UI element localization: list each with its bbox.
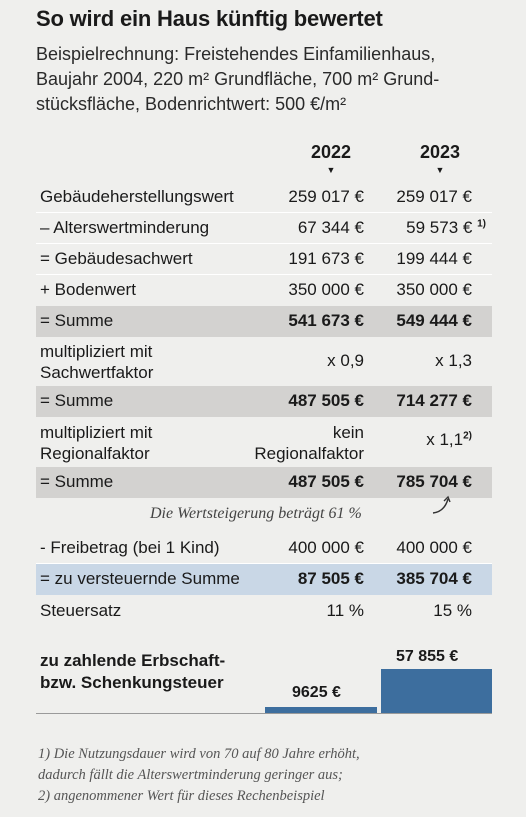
value-2022: x 0,9 (327, 351, 364, 370)
year-label: 2022 (310, 142, 352, 162)
row-label: multipliziert mit Regionalfaktor (40, 422, 152, 464)
table-row: Steuersatz 11 % 15 % (36, 596, 492, 627)
row-label: - Freibetrag (bei 1 Kind) (40, 538, 220, 557)
value-2022: 487 505 € (288, 391, 364, 410)
arrow-down-icon: ▼ (435, 165, 445, 175)
value-2023: 400 000 € (396, 538, 472, 557)
row-label-line: Sachwertfaktor (40, 363, 154, 382)
row-label: multipliziert mit Sachwertfaktor (40, 341, 153, 383)
year-header-2022: 2022 ▼ (291, 142, 371, 175)
subtitle-line: Beispielrechnung: Freistehendes Einfamil… (36, 44, 436, 64)
value-2023: 785 704 € (396, 472, 472, 491)
increase-note-text: Die Wertsteigerung beträgt 61 % (150, 505, 362, 522)
tax-bar-2023 (381, 669, 492, 713)
value-2022: 541 673 € (288, 311, 364, 330)
footnotes: 1) Die Nutzungsdauer wird von 70 auf 80 … (38, 744, 508, 807)
table-row: multipliziert mit Sachwertfaktor x 0,9 x… (36, 338, 492, 386)
value-2022: 191 673 € (288, 249, 364, 268)
table-row-sum: = Summe 487 505 € 714 277 € (36, 386, 492, 417)
value-2023: 714 277 € (396, 391, 472, 410)
year-header-2023: 2023 ▼ (400, 142, 480, 175)
value-2023: 59 573 € 1) (406, 218, 486, 238)
value-2022: 487 505 € (288, 472, 364, 491)
value-2022: 400 000 € (288, 538, 364, 557)
row-label-line: Regionalfaktor (40, 444, 150, 463)
value-2023: 350 000 € (396, 280, 472, 299)
tax-value-2022: 9625 € (292, 684, 341, 701)
value-2022: 67 344 € (297, 218, 364, 237)
footnote-line: dadurch fällt die Alterswertminderung ge… (38, 767, 343, 783)
value-2023: 385 704 € (396, 569, 472, 588)
footnote-marker: 2) (463, 430, 472, 442)
value-2023: 549 444 € (396, 311, 472, 330)
value-line: Regionalfaktor (254, 444, 364, 463)
row-label-line: multipliziert mit (40, 423, 153, 442)
final-label-line: zu zahlende Erbschaft- (40, 651, 226, 670)
row-label: + Bodenwert (40, 280, 136, 299)
subtitle-line: stücksfläche, Bodenrichtwert: 500 €/m² (36, 94, 347, 114)
table-row-sum: = Summe 487 505 € 785 704 € (36, 467, 492, 498)
final-label-line: bzw. Schenkungsteuer (40, 673, 224, 692)
tax-value-2023: 57 855 € (396, 648, 459, 665)
arrow-down-icon: ▼ (326, 165, 336, 175)
table-row: multipliziert mit Regionalfaktor kein Re… (36, 418, 492, 467)
row-label: = Summe (40, 391, 114, 410)
value-2022: 259 017 € (288, 187, 364, 206)
curved-arrow-icon (432, 495, 451, 514)
value-text: 59 573 € (406, 218, 473, 237)
table-row: Gebäudeherstellungswert 259 017 € 259 01… (36, 182, 492, 213)
final-label: zu zahlende Erbschaft- bzw. Schenkungste… (40, 650, 225, 694)
row-label: Gebäudeherstellungswert (40, 187, 234, 206)
value-2023: x 1,3 (435, 351, 472, 370)
footnote-line: 1) Die Nutzungsdauer wird von 70 auf 80 … (38, 746, 360, 762)
page-title: So wird ein Haus künftig bewertet (36, 6, 383, 31)
value-2022: 87 505 € (297, 569, 364, 588)
value-line: kein (332, 423, 364, 442)
table-row-sum: = Summe 541 673 € 549 444 € (36, 306, 492, 337)
value-2023: x 1,12) (426, 430, 472, 450)
footnote-marker: 1) (477, 218, 486, 230)
value-2022: 350 000 € (288, 280, 364, 299)
table-row: – Alterswertminderung 67 344 € 59 573 € … (36, 213, 492, 244)
subtitle-line: Baujahr 2004, 220 m² Grundfläche, 700 m²… (36, 69, 440, 89)
tax-bar-2022 (265, 707, 377, 713)
value-2023: 259 017 € (396, 187, 472, 206)
value-2022: kein Regionalfaktor (254, 422, 364, 464)
value-text: x 1,1 (426, 430, 464, 449)
table-row: - Freibetrag (bei 1 Kind) 400 000 € 400 … (36, 532, 492, 564)
year-label: 2023 (419, 142, 461, 162)
table-row-taxable: = zu versteuernde Summe 87 505 € 385 704… (36, 564, 492, 595)
row-label: = Gebäudesachwert (40, 249, 193, 268)
increase-note: Die Wertsteigerung beträgt 61 % (150, 505, 362, 523)
value-2023: 199 444 € (396, 249, 472, 268)
row-label: = zu versteuernde Summe (40, 569, 240, 588)
subtitle: Beispielrechnung: Freistehendes Einfamil… (36, 42, 506, 117)
table-row: + Bodenwert 350 000 € 350 000 € (36, 275, 492, 306)
baseline-divider (36, 713, 492, 714)
row-label: – Alterswertminderung (40, 218, 210, 237)
value-2022: 11 % (326, 601, 365, 620)
value-2023: 15 % (433, 601, 472, 620)
table-row: = Gebäudesachwert 191 673 € 199 444 € (36, 244, 492, 275)
footnote-line: 2) angenommener Wert für dieses Rechenbe… (38, 788, 325, 804)
row-label-line: multipliziert mit (40, 342, 153, 361)
row-label: Steuersatz (40, 601, 122, 620)
row-label: = Summe (40, 311, 114, 330)
row-label: = Summe (40, 472, 114, 491)
